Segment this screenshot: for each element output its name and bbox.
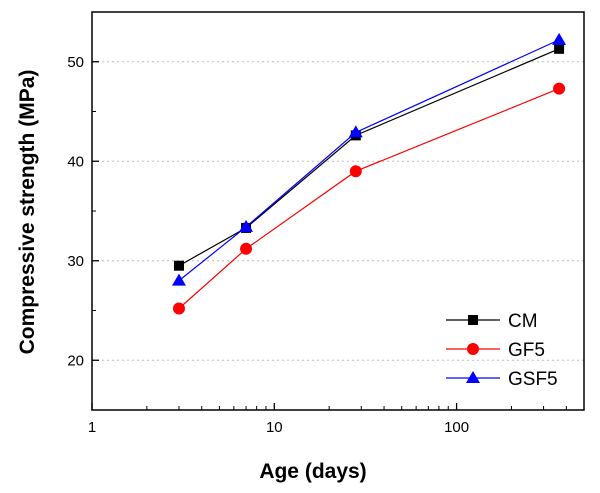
y-tick-label: 40 bbox=[67, 153, 84, 170]
series-line-cm bbox=[178, 48, 560, 267]
data-point-gsf5 bbox=[348, 125, 363, 138]
x-tick-label: 100 bbox=[444, 419, 469, 436]
series-group bbox=[171, 32, 567, 315]
data-point-gsf5 bbox=[239, 219, 254, 232]
y-axis-title: Compressive strength (MPa) bbox=[16, 70, 39, 355]
legend-entry-cm: CM bbox=[446, 311, 538, 332]
data-point-gf5 bbox=[172, 302, 185, 315]
data-point-gsf5 bbox=[171, 273, 186, 286]
legend-entry-gsf5: GSF5 bbox=[446, 369, 558, 390]
legend-marker-gf5 bbox=[467, 343, 479, 355]
series-line-gf5 bbox=[178, 88, 560, 309]
y-axis-ticks: 20 30 40 50 bbox=[67, 11, 99, 411]
legend: CM GF5 GSF5 bbox=[446, 311, 558, 390]
legend-marker-gsf5 bbox=[466, 371, 480, 383]
x-axis-ticks: 1 10 100 bbox=[88, 403, 585, 436]
series-gsf5 bbox=[171, 32, 567, 286]
legend-label-cm: CM bbox=[508, 311, 538, 332]
data-point-gf5 bbox=[349, 165, 362, 178]
data-point-cm bbox=[554, 43, 565, 54]
data-point-cm bbox=[173, 260, 184, 271]
data-point-gsf5 bbox=[552, 32, 567, 45]
legend-label-gsf5: GSF5 bbox=[508, 369, 558, 390]
series-line-gsf5 bbox=[178, 39, 560, 282]
series-cm bbox=[173, 43, 565, 271]
y-tick-label: 30 bbox=[67, 253, 84, 270]
legend-entry-gf5: GF5 bbox=[446, 340, 545, 361]
data-point-gf5 bbox=[553, 82, 566, 95]
y-tick-label: 20 bbox=[67, 352, 84, 369]
x-tick-label: 1 bbox=[88, 419, 96, 436]
series-gf5 bbox=[172, 82, 566, 315]
y-tick-label: 50 bbox=[67, 54, 84, 71]
x-axis-title: Age (days) bbox=[259, 460, 366, 483]
legend-label-gf5: GF5 bbox=[508, 340, 545, 361]
x-tick-label: 10 bbox=[266, 419, 283, 436]
data-point-gf5 bbox=[240, 242, 253, 255]
legend-marker-cm bbox=[468, 315, 478, 325]
